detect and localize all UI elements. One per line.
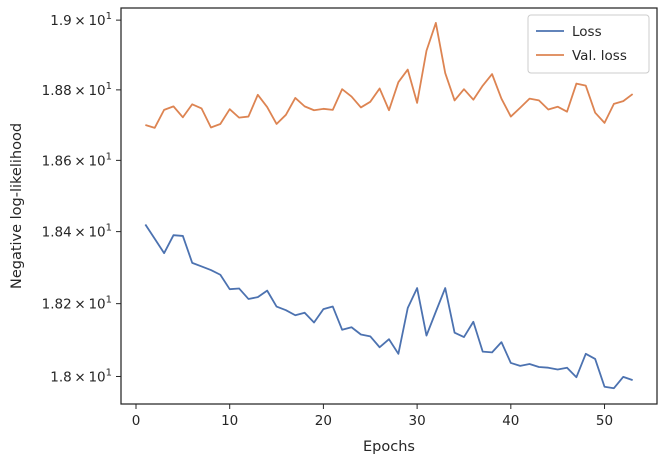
y-tick-label: 1.8 × 101: [50, 367, 112, 385]
y-tick-times: × 10: [72, 297, 106, 313]
x-tick-label: 40: [502, 413, 519, 429]
legend: Loss Val. loss: [527, 14, 650, 74]
legend-label-val-loss: Val. loss: [572, 48, 627, 64]
series-line-loss: [144, 223, 633, 390]
y-tick-mantissa: 1.9: [50, 13, 71, 29]
x-axis-label: Epochs: [363, 439, 415, 455]
x-axis: 0 10 20 30 40 50: [132, 404, 613, 429]
series-line-val-loss: [145, 22, 634, 129]
y-tick-mantissa: 1.82: [42, 297, 72, 313]
y-tick-label: 1.9 × 101: [50, 11, 112, 29]
y-tick-times: × 10: [72, 83, 106, 99]
legend-label-loss: Loss: [572, 24, 602, 40]
x-tick-label: 50: [596, 413, 613, 429]
x-tick-label: 30: [409, 413, 426, 429]
x-tick-label: 20: [315, 413, 332, 429]
y-tick-mantissa: 1.86: [42, 153, 72, 169]
y-tick-mantissa: 1.84: [42, 225, 72, 241]
legend-box: [527, 14, 650, 74]
y-tick-mantissa: 1.8: [50, 369, 71, 385]
y-tick-exponent: 1: [106, 81, 112, 92]
y-tick-exponent: 1: [106, 367, 112, 378]
x-tick-label: 10: [221, 413, 238, 429]
y-tick-mantissa: 1.88: [42, 83, 72, 99]
y-axis-label: Negative log-likelihood: [9, 123, 25, 289]
y-tick-times: × 10: [72, 13, 106, 29]
y-tick-exponent: 1: [106, 11, 112, 22]
y-tick-times: × 10: [72, 225, 106, 241]
y-tick-label: 1.84 × 101: [42, 223, 112, 241]
y-tick-times: × 10: [72, 369, 106, 385]
y-tick-exponent: 1: [106, 151, 112, 162]
y-tick-label: 1.86 × 101: [42, 151, 112, 169]
y-tick-label: 1.82 × 101: [42, 295, 112, 313]
y-tick-label: 1.88 × 101: [42, 81, 112, 99]
y-tick-times: × 10: [72, 153, 106, 169]
y-tick-exponent: 1: [106, 223, 112, 234]
plot-frame: [120, 7, 658, 405]
y-tick-exponent: 1: [106, 295, 112, 306]
plot-area: [144, 22, 634, 390]
x-tick-label: 0: [132, 413, 141, 429]
